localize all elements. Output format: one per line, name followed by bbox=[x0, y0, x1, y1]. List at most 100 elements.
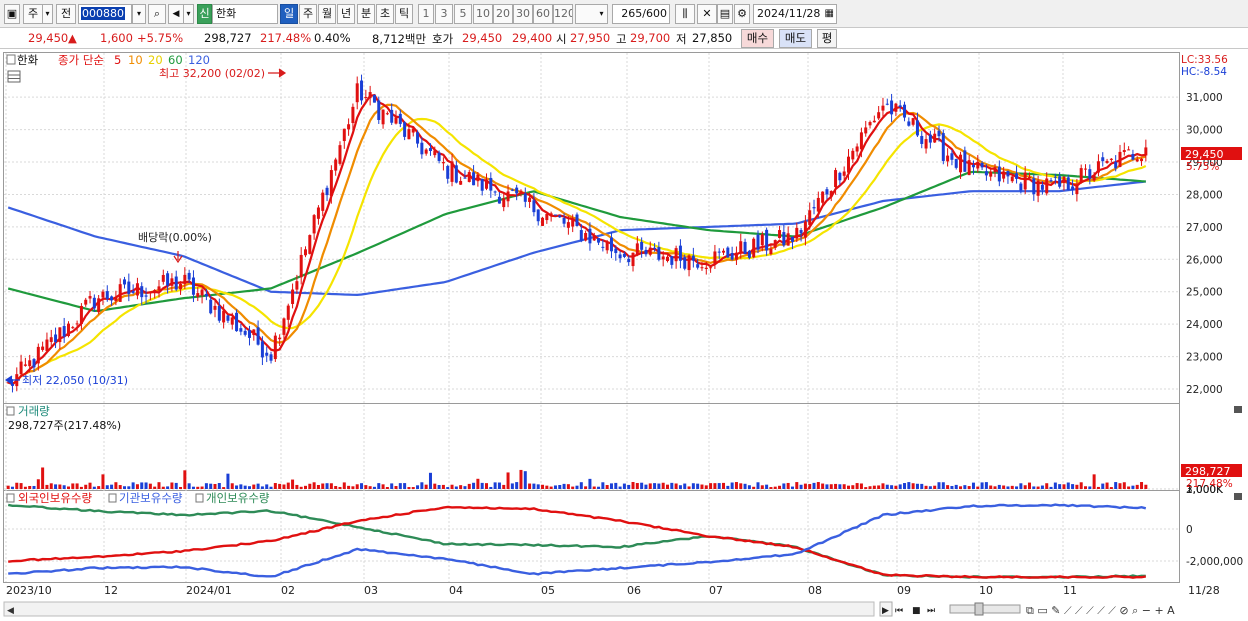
chart-area[interactable]: 31,000 30,000 29,000 28,000 27,000 26,000 25,0… bbox=[0, 49, 1248, 621]
candle-body bbox=[778, 230, 782, 239]
volume-bar bbox=[941, 482, 945, 489]
stock-name-field[interactable]: 한화 bbox=[212, 4, 278, 24]
volume-bar bbox=[480, 482, 484, 489]
scrollbar-track[interactable] bbox=[3, 601, 875, 617]
buy-button[interactable]: 매수 bbox=[741, 29, 774, 48]
interval-3[interactable]: 3 bbox=[435, 4, 453, 24]
current-price-tag bbox=[1181, 147, 1242, 160]
candle-body bbox=[372, 94, 376, 103]
panel-menu-icon[interactable] bbox=[6, 406, 15, 416]
candle-body bbox=[217, 305, 221, 321]
candle-body bbox=[648, 247, 652, 255]
play-icon[interactable]: ▶ bbox=[882, 606, 889, 616]
panel-collapse-icon[interactable] bbox=[1234, 493, 1242, 500]
date-input[interactable]: 2024/11/28 ▦ bbox=[753, 4, 837, 24]
chevron-down-icon[interactable]: ▾ bbox=[184, 4, 194, 24]
forward-icon[interactable]: ⏭ bbox=[927, 606, 935, 616]
volume-bar bbox=[10, 486, 14, 489]
stop-icon[interactable]: ■ bbox=[912, 606, 921, 616]
volume-bar bbox=[816, 482, 820, 489]
interval-120[interactable]: 120 bbox=[553, 4, 573, 24]
candle-body bbox=[924, 139, 928, 149]
candle-body bbox=[1118, 151, 1122, 167]
candle-body bbox=[756, 234, 760, 250]
zoom-slider-handle[interactable] bbox=[974, 602, 984, 616]
candle-body bbox=[390, 109, 394, 123]
candle-body bbox=[790, 236, 794, 242]
interval-60[interactable]: 60 bbox=[533, 4, 553, 24]
candle-body bbox=[846, 156, 850, 173]
full-toggle[interactable]: 전 bbox=[56, 4, 76, 24]
date-value: 2024/11/28 bbox=[757, 7, 821, 20]
candle-body bbox=[135, 283, 139, 296]
sell-button[interactable]: 매도 bbox=[779, 29, 812, 48]
chevron-down-icon[interactable]: ▾ bbox=[596, 4, 608, 24]
volume-bar bbox=[54, 484, 58, 489]
volume-bar bbox=[368, 486, 372, 489]
layout-icon[interactable]: ▣ bbox=[4, 4, 20, 24]
volume-bar bbox=[1040, 485, 1044, 489]
interval-5[interactable]: 5 bbox=[454, 4, 472, 24]
panel-menu-icon[interactable] bbox=[6, 54, 16, 65]
volume-bar bbox=[105, 485, 109, 489]
eval-button[interactable]: 평 bbox=[817, 29, 837, 48]
search-icon[interactable]: ⌕ bbox=[148, 4, 166, 24]
high-label: 고 bbox=[616, 32, 627, 46]
interval-20[interactable]: 20 bbox=[493, 4, 513, 24]
volume-bar bbox=[571, 486, 575, 489]
gear-icon[interactable]: ⚙ bbox=[734, 4, 750, 24]
type-select[interactable]: 주 bbox=[23, 4, 43, 24]
volume-bar bbox=[640, 482, 644, 489]
volume-bar bbox=[1027, 482, 1031, 489]
save-icon[interactable]: ▤ bbox=[717, 4, 733, 24]
rewind-icon[interactable]: ⏮ bbox=[895, 606, 903, 616]
interval-10[interactable]: 10 bbox=[473, 4, 493, 24]
period-minute[interactable]: 분 bbox=[357, 4, 375, 24]
candle-body bbox=[338, 145, 342, 164]
x-tick-label: 12 bbox=[104, 584, 118, 597]
volume-bar bbox=[325, 483, 329, 489]
candle-body bbox=[304, 249, 308, 256]
panel-collapse-icon[interactable] bbox=[1234, 406, 1242, 413]
shape-tools-icon[interactable]: ⧉ ▭ ✎ ⟋ ⟋ ⟋ ⟋ ⟋ ⊘ ⌕ − + A bbox=[1026, 604, 1175, 617]
table-icon[interactable] bbox=[7, 70, 21, 83]
candle-body bbox=[32, 359, 36, 368]
quote-bar: 29,450 ▲ 1,600 +5.75% 298,727 217.48% 0.… bbox=[0, 28, 1248, 49]
candle-body bbox=[717, 251, 721, 253]
calendar-icon[interactable]: ▦ bbox=[824, 8, 834, 19]
scroll-left-icon[interactable]: ◀ bbox=[7, 606, 14, 616]
period-week[interactable]: 주 bbox=[299, 4, 317, 24]
candle-body bbox=[110, 296, 114, 301]
panel-menu-icon[interactable] bbox=[6, 493, 15, 503]
volume-bar bbox=[347, 485, 351, 489]
scroll-right-button[interactable] bbox=[879, 601, 893, 617]
candle-body bbox=[342, 128, 346, 142]
candle-type-icon[interactable]: ⫼ bbox=[675, 4, 695, 24]
volume-bar bbox=[1062, 484, 1066, 489]
period-month[interactable]: 월 bbox=[318, 4, 336, 24]
volume-bar bbox=[308, 483, 312, 489]
period-year[interactable]: 년 bbox=[337, 4, 355, 24]
period-tick[interactable]: 틱 bbox=[395, 4, 413, 24]
crosshair-icon[interactable]: ✕ bbox=[697, 4, 717, 24]
interval-30[interactable]: 30 bbox=[513, 4, 533, 24]
period-day[interactable]: 일 bbox=[280, 4, 298, 24]
volume-bar bbox=[825, 484, 829, 489]
speaker-icon[interactable]: ◀ bbox=[168, 4, 184, 24]
candle-body bbox=[640, 241, 644, 250]
chevron-down-icon[interactable]: ▾ bbox=[43, 4, 53, 24]
volume-bar bbox=[890, 485, 894, 489]
zoom-slider[interactable] bbox=[949, 604, 1021, 614]
volume-bar bbox=[191, 486, 195, 489]
stock-code-text: 000880 bbox=[81, 7, 125, 20]
volume-bar bbox=[515, 482, 519, 489]
stock-code-input[interactable]: 000880 bbox=[78, 4, 132, 24]
candle-body bbox=[243, 330, 247, 335]
period-second[interactable]: 초 bbox=[376, 4, 394, 24]
candle-body bbox=[170, 278, 174, 286]
candle-body bbox=[49, 337, 53, 342]
count-input[interactable]: 265/600 bbox=[612, 4, 670, 24]
chevron-down-icon[interactable]: ▾ bbox=[132, 4, 146, 24]
interval-1[interactable]: 1 bbox=[418, 4, 434, 24]
volume-bar bbox=[19, 483, 23, 489]
